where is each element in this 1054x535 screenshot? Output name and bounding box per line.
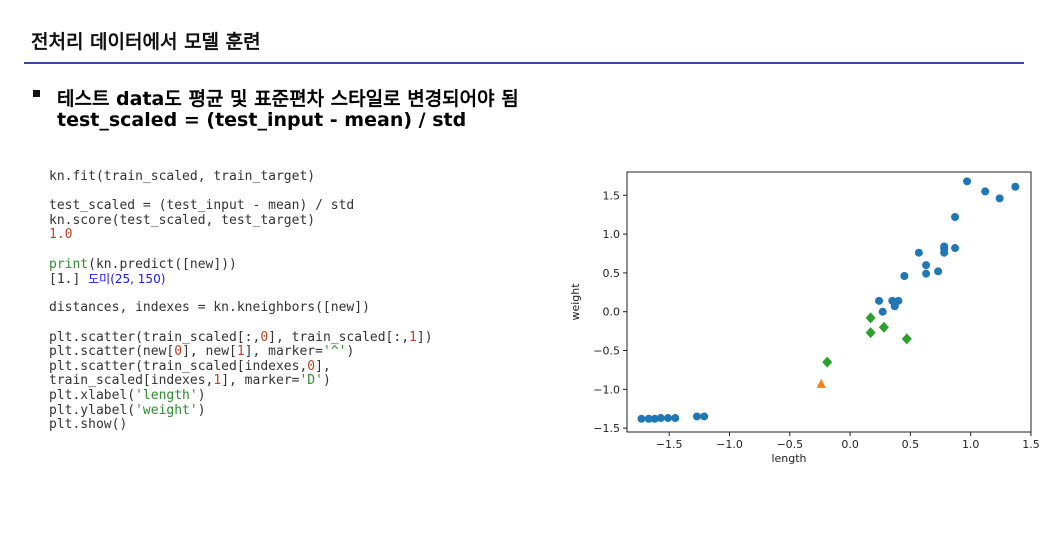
code-token: ], marker=: [221, 373, 300, 389]
x-tick-label: −0.5: [776, 438, 803, 451]
formula-text: test_scaled = (test_input - mean) / std: [57, 109, 467, 131]
data-point: [878, 307, 887, 316]
code-line: plt.scatter(train_scaled[:,0], train_sca…: [49, 329, 433, 346]
title-divider: [24, 62, 1024, 64]
y-tick-label: 1.0: [603, 228, 621, 241]
code-token: (kn.predict([new])): [88, 256, 237, 272]
data-point: [951, 244, 960, 253]
code-line: plt.show(): [49, 417, 128, 433]
code-token: ]): [416, 329, 433, 345]
data-point: [963, 177, 972, 186]
code-line: kn.fit(train_scaled, train_target): [49, 169, 316, 184]
code-line: test_scaled = (test_input - mean) / std: [49, 198, 355, 214]
data-point: [900, 272, 909, 280]
code-token: plt.ylabel(: [49, 402, 136, 418]
data-point: [922, 269, 931, 278]
code-line: plt.ylabel('weight'): [49, 402, 433, 419]
code-string: 'length': [135, 387, 198, 403]
code-token: ): [197, 402, 206, 418]
data-point: [875, 296, 884, 305]
data-point: [934, 267, 943, 276]
code-line: kn.score(test_scaled, test_target): [49, 212, 316, 228]
code-line: distances, indexes = kn.kneighbors([new]…: [49, 300, 370, 316]
data-point: [664, 414, 673, 423]
code-block: kn.fit(train_scaled, train_target) test_…: [49, 169, 433, 433]
data-point: [940, 248, 949, 257]
code-number: 1: [409, 329, 417, 345]
data-point: [656, 414, 665, 423]
slide-title: 전처리 데이터에서 모델 훈련: [31, 31, 261, 53]
code-token: ],: [315, 358, 331, 374]
code-output: [1.] 도미(25, 150): [49, 272, 433, 287]
data-point: [1011, 182, 1020, 191]
code-number: 1: [213, 373, 222, 389]
neighbor-point-marker: [901, 333, 912, 345]
y-tick-label: 1.5: [603, 189, 621, 202]
data-point: [650, 414, 659, 423]
code-token: ], train_scaled[:,: [268, 329, 410, 345]
new-point-marker: [816, 378, 826, 388]
x-tick-label: 0.0: [841, 438, 859, 451]
code-token: ): [197, 387, 206, 403]
code-token: ): [346, 344, 355, 360]
code-number: 0: [260, 329, 269, 345]
data-point: [914, 248, 923, 257]
code-number: 1: [236, 344, 245, 360]
code-string: '^': [322, 344, 347, 360]
scatter-chart: −1.5 −1.0 −0.5 0.0 0.5 1.0 1.5 −1.5 −1.0 −0.5 0.0 0…: [569, 171, 1040, 465]
data-point: [700, 412, 709, 421]
code-token: plt.scatter(train_scaled[indexes,: [49, 358, 308, 374]
bullet-square-icon: [33, 90, 40, 97]
data-point: [995, 194, 1004, 203]
output-array: [1.]: [49, 272, 81, 288]
bullet-text: 테스트 data도 평균 및 표준편차 스타일로 변경되어야 됨: [57, 88, 519, 110]
plot-frame: [626, 171, 1032, 433]
annotation-note: 도미(25, 150): [88, 272, 166, 287]
code-token: ], marker=: [244, 344, 323, 360]
y-tick-label: 0.5: [603, 267, 621, 280]
neighbor-point-marker: [865, 312, 876, 324]
data-point: [894, 296, 903, 305]
code-token: ], new[: [182, 344, 237, 360]
code-string: 'weight': [135, 402, 198, 418]
code-line: plt.xlabel('length'): [49, 387, 433, 404]
code-number: 0: [307, 358, 316, 374]
x-axis-label: length: [771, 452, 806, 465]
neighbor-point-marker: [865, 327, 876, 339]
data-point: [692, 412, 701, 421]
neighbor-point-marker: [878, 321, 889, 333]
data-point: [951, 213, 960, 222]
print-keyword: print: [49, 256, 89, 272]
data-point: [922, 261, 931, 270]
code-line: plt.scatter(train_scaled[indexes,0],: [49, 358, 433, 375]
data-point: [981, 187, 990, 196]
code-token: plt.scatter(new[: [49, 344, 175, 360]
code-line: train_scaled[indexes,1], marker='D'): [49, 374, 433, 389]
code-string: 'D': [299, 373, 323, 389]
x-tick-label: 1.0: [962, 438, 980, 451]
code-number: 0: [174, 344, 183, 360]
neighbor-point-marker: [822, 356, 833, 368]
x-tick-label: −1.0: [716, 438, 743, 451]
code-line: print(kn.predict([new])): [49, 256, 433, 273]
data-point: [637, 414, 646, 423]
y-tick-label: −1.0: [593, 383, 620, 396]
x-tick-label: 0.5: [902, 438, 920, 451]
data-point: [671, 414, 680, 423]
code-token: plt.xlabel(: [49, 387, 136, 403]
x-tick-label: 1.5: [1022, 438, 1040, 451]
y-tick-label: 0.0: [603, 306, 621, 319]
code-output: 1.0: [49, 227, 73, 243]
y-axis-label: weight: [569, 283, 582, 321]
y-tick-label: −0.5: [593, 345, 620, 358]
code-token: ): [322, 373, 331, 389]
y-tick-label: −1.5: [593, 422, 620, 435]
code-line: plt.scatter(new[0], new[1], marker='^'): [49, 344, 433, 360]
x-tick-label: −1.5: [656, 438, 683, 451]
code-token: plt.scatter(train_scaled[:,: [49, 329, 261, 345]
code-token: train_scaled[indexes,: [49, 373, 214, 389]
data-point: [644, 414, 653, 423]
